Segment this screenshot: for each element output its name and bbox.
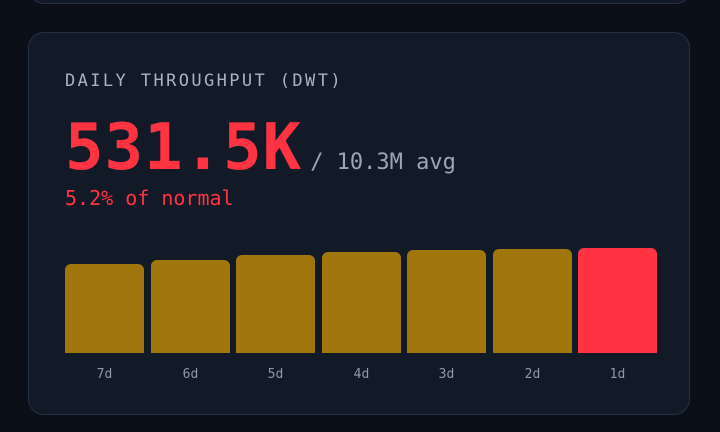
previous-card — [28, 0, 692, 4]
bar-6d — [151, 260, 230, 353]
throughput-card: DAILY THROUGHPUT (DWT) 531.5K / 10.3M avg… — [28, 32, 690, 415]
bar-7d — [65, 264, 144, 353]
percent-of-normal: 5.2% of normal — [65, 186, 234, 210]
bar-4d — [322, 252, 401, 353]
value-row: 531.5K / 10.3M avg — [65, 113, 456, 183]
bar-label-6d: 6d — [182, 367, 199, 382]
bar-label-1d: 1d — [609, 367, 626, 382]
bar-label-2d: 2d — [524, 367, 541, 382]
bar-label-3d: 3d — [438, 367, 455, 382]
bar-3d — [407, 250, 486, 353]
bar-2d — [493, 249, 572, 353]
bar-label-4d: 4d — [353, 367, 370, 382]
bar-5d — [236, 255, 315, 353]
bar-label-5d: 5d — [267, 367, 284, 382]
average-value: / 10.3M avg — [310, 150, 456, 175]
bar-1d — [578, 248, 657, 353]
bar-label-7d: 7d — [96, 367, 113, 382]
current-value: 531.5K — [65, 111, 303, 185]
throughput-bar-chart: 7d 6d 5d 4d 3d 2d 1d — [65, 233, 657, 383]
card-title: DAILY THROUGHPUT (DWT) — [65, 71, 343, 91]
